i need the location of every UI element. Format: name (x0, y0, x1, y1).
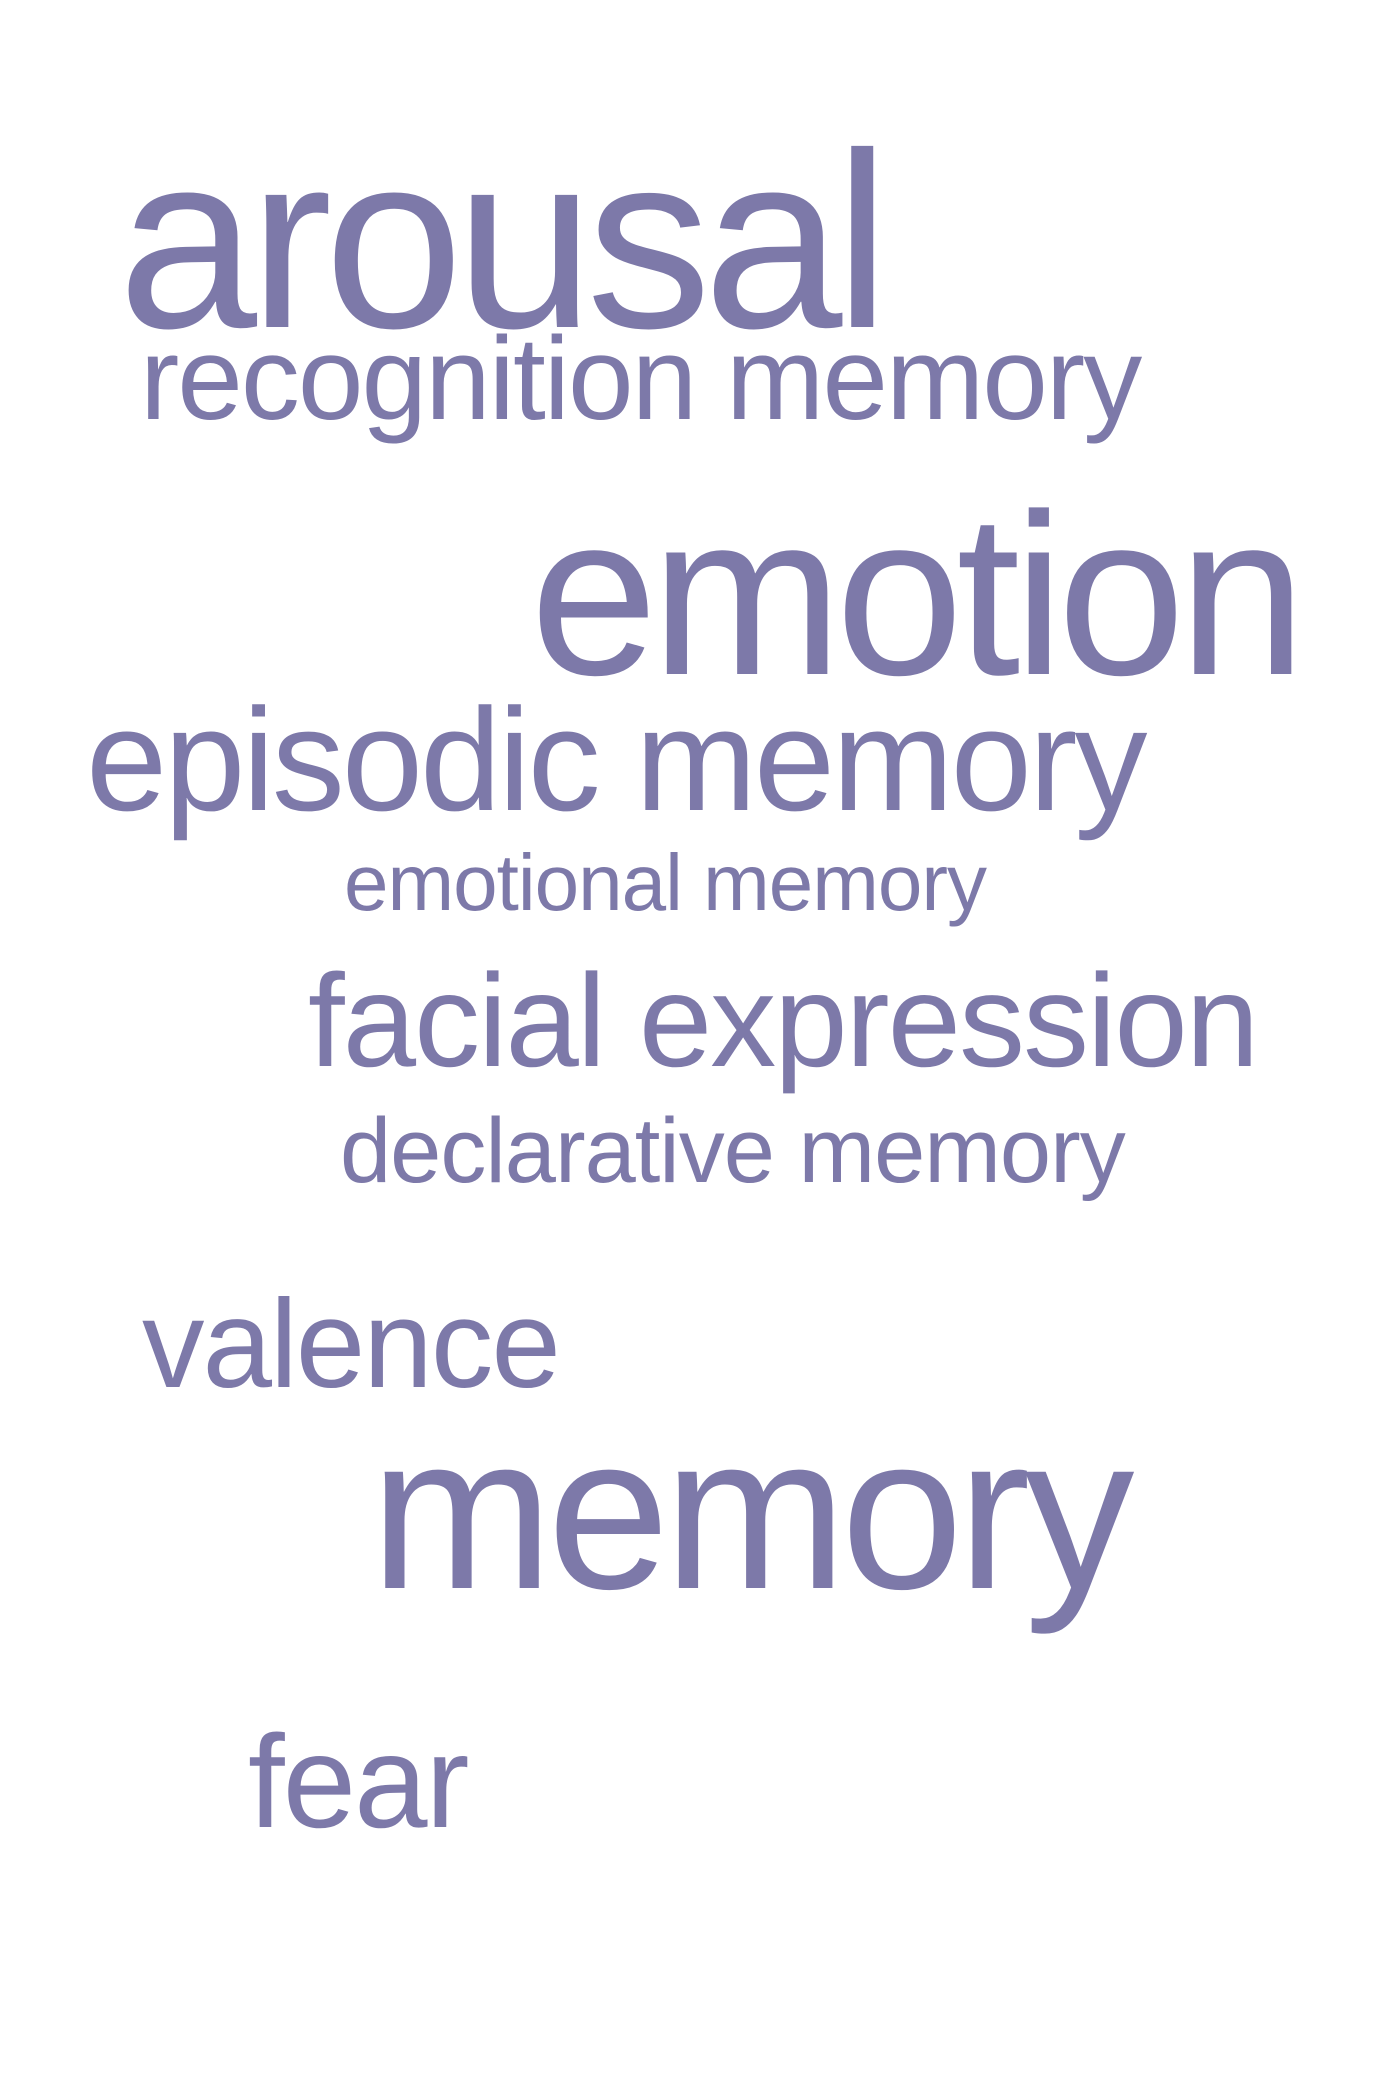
word-arousal: arousal (118, 101, 890, 380)
word-emotional-memory: emotional memory (344, 838, 987, 927)
word-recognition-memory: recognition memory (140, 313, 1142, 445)
word-valence: valence (142, 1275, 561, 1414)
word-declarative-memory: declarative memory (340, 1100, 1126, 1202)
word-facial-expression: facial expression (308, 947, 1259, 1094)
word-episodic-memory: episodic memory (86, 678, 1147, 841)
word-fear: fear (248, 1708, 469, 1855)
word-memory: memory (370, 1389, 1134, 1635)
word-emotion: emotion (530, 466, 1306, 723)
